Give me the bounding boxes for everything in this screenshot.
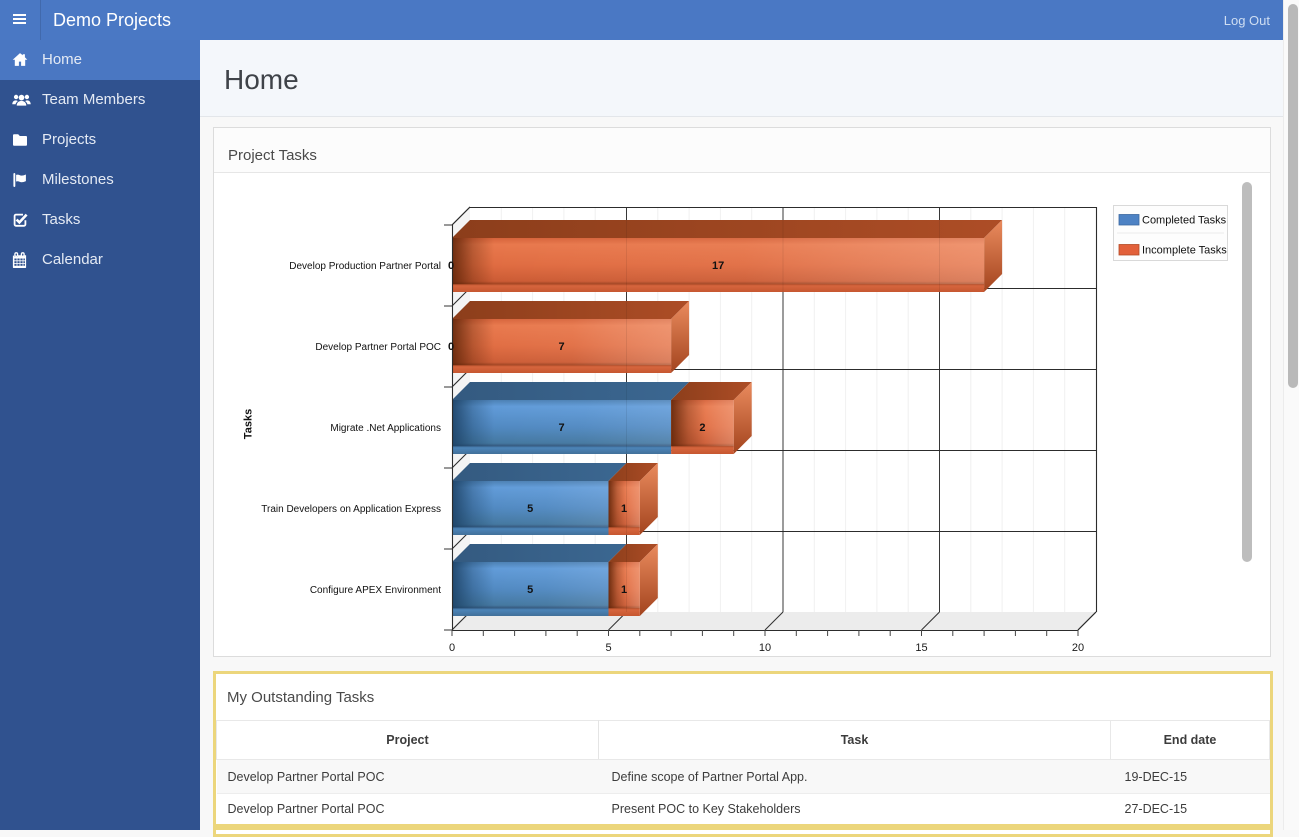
svg-text:0: 0 [448,260,454,272]
svg-text:1: 1 [621,503,627,515]
svg-text:7: 7 [559,341,565,353]
svg-text:Configure APEX Environment: Configure APEX Environment [310,585,441,596]
svg-text:5: 5 [605,642,611,654]
svg-text:0: 0 [449,642,455,654]
svg-text:Develop Production Partner Por: Develop Production Partner Portal [289,261,441,272]
svg-text:0: 0 [448,341,454,353]
svg-text:1: 1 [621,584,627,596]
svg-text:2: 2 [699,422,705,434]
svg-text:15: 15 [915,642,927,654]
svg-text:5: 5 [527,584,533,596]
svg-text:17: 17 [712,260,724,272]
svg-text:20: 20 [1072,642,1084,654]
svg-text:5: 5 [527,503,533,515]
svg-text:10: 10 [759,642,771,654]
svg-text:Incomplete Tasks: Incomplete Tasks [1142,245,1227,257]
svg-text:Migrate .Net Applications: Migrate .Net Applications [330,423,441,434]
svg-text:7: 7 [559,422,565,434]
svg-text:Develop Partner Portal POC: Develop Partner Portal POC [315,342,441,353]
svg-text:Completed Tasks: Completed Tasks [1142,215,1227,227]
svg-text:Train Developers on Applicatio: Train Developers on Application Express [261,504,441,515]
svg-text:Tasks: Tasks [243,409,255,439]
